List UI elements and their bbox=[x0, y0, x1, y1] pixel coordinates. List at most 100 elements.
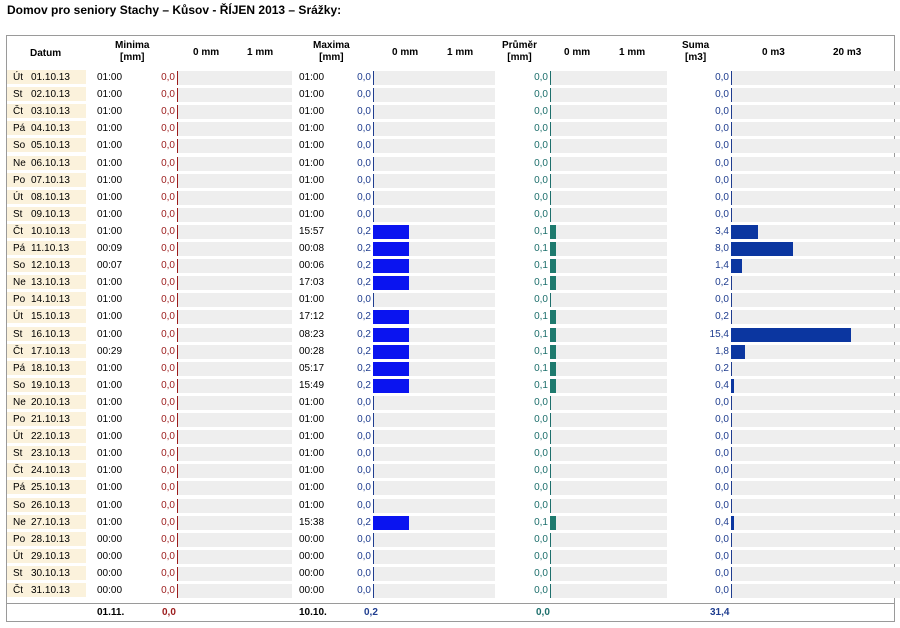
date: 23.10.13 bbox=[31, 448, 70, 460]
max-bar bbox=[373, 310, 409, 325]
table-row: Po 14.10.13 01:00 0,0 01:00 0,0 0,0 0,0 bbox=[7, 292, 900, 308]
max-value: 0,0 bbox=[357, 431, 371, 443]
max-bar-track bbox=[373, 498, 495, 513]
date: 17.10.13 bbox=[31, 345, 70, 357]
max-bar bbox=[373, 259, 409, 274]
min-bar-track bbox=[177, 447, 292, 462]
sum-value: 1,8 bbox=[715, 345, 729, 357]
date: 16.10.13 bbox=[31, 328, 70, 340]
min-value: 0,0 bbox=[161, 345, 175, 357]
max-bar-track bbox=[373, 207, 495, 222]
max-value: 0,0 bbox=[357, 140, 371, 152]
scale-prumer-1: 1 mm bbox=[619, 47, 646, 58]
avg-zero-line bbox=[550, 190, 551, 205]
date-cell-background bbox=[7, 565, 86, 580]
max-value: 0,2 bbox=[357, 260, 371, 272]
max-zero-line bbox=[373, 413, 374, 427]
sum-value: 0,2 bbox=[715, 277, 729, 289]
max-bar-track bbox=[373, 430, 495, 445]
min-bar-track bbox=[177, 259, 292, 274]
min-value: 0,0 bbox=[161, 191, 175, 203]
date-cell-background bbox=[7, 138, 86, 153]
min-time: 01:00 bbox=[97, 448, 123, 460]
avg-bar-track bbox=[550, 190, 667, 205]
avg-bar-track bbox=[550, 173, 667, 188]
date-cell-background bbox=[7, 87, 86, 102]
min-zero-line bbox=[177, 378, 178, 393]
table-row: St 02.10.13 01:00 0,0 01:00 0,0 0,0 0,0 bbox=[7, 87, 900, 103]
max-time: 00:28 bbox=[299, 345, 325, 357]
date-cell-background bbox=[7, 463, 86, 478]
max-zero-line bbox=[373, 105, 374, 120]
avg-zero-line bbox=[550, 71, 551, 85]
table-row: Čt 31.10.13 00:00 0,0 00:00 0,0 0,0 0,0 bbox=[7, 583, 900, 598]
min-value: 0,0 bbox=[161, 482, 175, 494]
avg-value: 0,0 bbox=[534, 396, 548, 408]
header-suma: Suma [m3] bbox=[682, 40, 709, 64]
date-cell-background bbox=[7, 497, 86, 512]
min-value: 0,0 bbox=[161, 465, 175, 477]
min-value: 0,0 bbox=[161, 123, 175, 135]
min-time: 01:00 bbox=[97, 499, 123, 511]
date: 02.10.13 bbox=[31, 89, 70, 101]
footer-max-value: 0,2 bbox=[364, 607, 378, 618]
date-cell-background bbox=[7, 172, 86, 187]
max-bar bbox=[373, 344, 409, 359]
footer-divider bbox=[6, 603, 895, 604]
header-prumer-unit: [mm] bbox=[507, 52, 532, 63]
sum-value: 0,0 bbox=[715, 294, 729, 306]
date: 31.10.13 bbox=[31, 585, 70, 596]
date-cell-background bbox=[7, 446, 86, 461]
min-time: 00:29 bbox=[97, 345, 123, 357]
day-name: So bbox=[13, 499, 26, 511]
max-value: 0,0 bbox=[357, 191, 371, 203]
date: 26.10.13 bbox=[31, 499, 70, 511]
avg-bar-track bbox=[550, 532, 667, 547]
max-bar-track bbox=[373, 447, 495, 462]
avg-bar-track bbox=[550, 361, 667, 376]
day-name: Pá bbox=[13, 362, 26, 374]
max-time: 01:00 bbox=[299, 157, 325, 169]
min-bar-track bbox=[177, 122, 292, 137]
min-time: 01:00 bbox=[97, 157, 123, 169]
min-bar-track bbox=[177, 584, 292, 598]
sum-value: 0,0 bbox=[715, 550, 729, 562]
date-cell-background bbox=[7, 394, 86, 409]
date: 24.10.13 bbox=[31, 465, 70, 477]
scale-suma-20: 20 m3 bbox=[833, 47, 862, 58]
sum-bar-track bbox=[731, 156, 900, 171]
sum-bar-track bbox=[731, 447, 900, 462]
day-name: St bbox=[13, 208, 23, 220]
table-row: Čt 17.10.13 00:29 0,0 00:28 0,2 0,1 1,8 bbox=[7, 343, 900, 359]
footer-avg-value: 0,0 bbox=[536, 607, 550, 618]
max-value: 0,0 bbox=[357, 550, 371, 562]
date: 11.10.13 bbox=[31, 243, 70, 254]
avg-value: 0,0 bbox=[534, 499, 548, 511]
max-time: 00:00 bbox=[299, 567, 325, 579]
sum-bar bbox=[731, 327, 851, 342]
avg-bar bbox=[550, 361, 556, 376]
min-zero-line bbox=[177, 242, 178, 256]
min-zero-line bbox=[177, 276, 178, 291]
max-value: 0,0 bbox=[357, 585, 371, 596]
min-bar-track bbox=[177, 395, 292, 410]
max-bar-track bbox=[373, 156, 495, 171]
day-name: Po bbox=[13, 174, 26, 186]
sum-value: 0,2 bbox=[715, 311, 729, 323]
avg-bar bbox=[550, 327, 556, 342]
avg-value: 0,0 bbox=[534, 294, 548, 306]
min-zero-line bbox=[177, 566, 178, 581]
min-zero-line bbox=[177, 327, 178, 342]
sum-zero-line bbox=[731, 549, 732, 564]
sum-zero-line bbox=[731, 584, 732, 598]
date: 03.10.13 bbox=[31, 106, 70, 118]
min-value: 0,0 bbox=[161, 533, 175, 545]
scale-maxima-0: 0 mm bbox=[392, 47, 419, 58]
avg-zero-line bbox=[550, 122, 551, 137]
avg-bar-track bbox=[550, 122, 667, 137]
avg-zero-line bbox=[550, 156, 551, 171]
sum-value: 0,0 bbox=[715, 106, 729, 118]
sum-bar-track bbox=[731, 122, 900, 137]
max-value: 0,2 bbox=[357, 345, 371, 357]
date: 19.10.13 bbox=[31, 379, 70, 391]
